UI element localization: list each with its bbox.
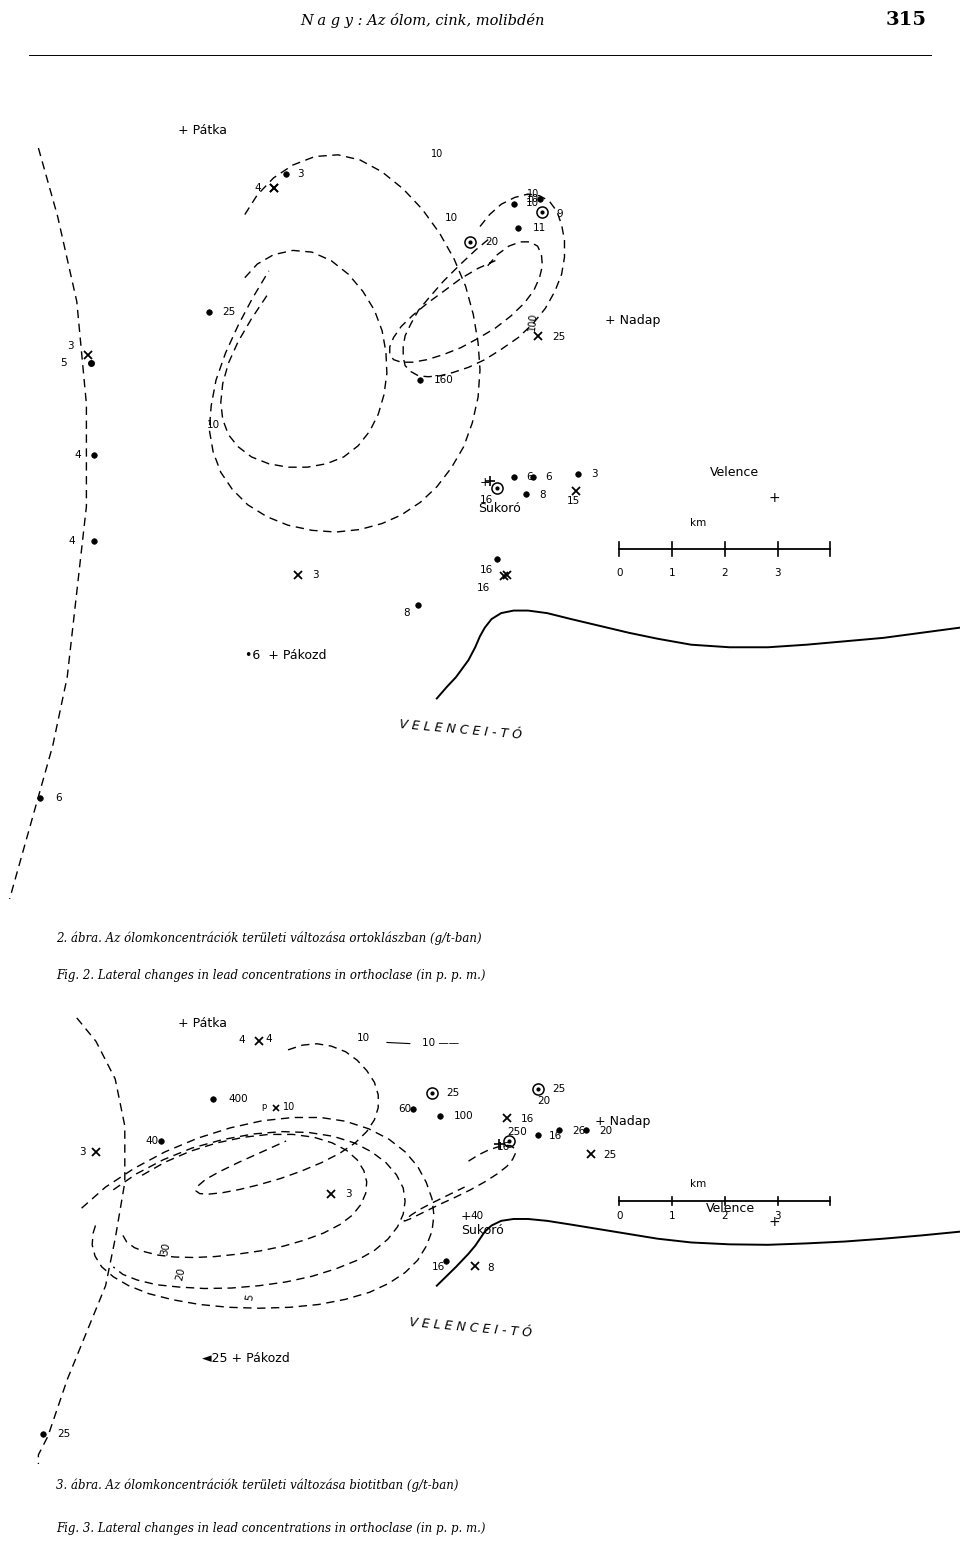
Text: 10: 10 — [356, 1032, 370, 1043]
Text: Fig. 2. Lateral changes in lead concentrations in orthoclase (in p. p. m.): Fig. 2. Lateral changes in lead concentr… — [56, 969, 486, 982]
Text: 25: 25 — [446, 1088, 460, 1098]
Text: + Nadap: + Nadap — [595, 1115, 651, 1128]
Text: 20: 20 — [538, 1096, 551, 1106]
Text: 3: 3 — [298, 169, 304, 179]
Text: 5: 5 — [60, 359, 67, 368]
Text: 100: 100 — [454, 1110, 473, 1121]
Text: 1: 1 — [669, 1212, 675, 1221]
Text: 6: 6 — [56, 794, 62, 803]
Text: 4: 4 — [254, 183, 261, 193]
Text: 4: 4 — [266, 1034, 272, 1045]
Text: 3: 3 — [775, 568, 780, 578]
Text: 20: 20 — [599, 1126, 612, 1135]
Text: 6: 6 — [545, 473, 552, 482]
Text: 16: 16 — [476, 583, 490, 592]
Text: 8: 8 — [403, 608, 410, 619]
Text: +: + — [768, 490, 780, 504]
Text: 10: 10 — [431, 149, 443, 160]
Text: 3: 3 — [591, 468, 598, 479]
Text: 10: 10 — [444, 213, 458, 222]
Text: 9: 9 — [557, 208, 564, 219]
Text: N a g y : Az ólom, cink, molibdén: N a g y : Az ólom, cink, molibdén — [300, 13, 544, 28]
Text: 10: 10 — [526, 194, 540, 204]
Text: Fig. 3. Lateral changes in lead concentrations in orthoclase (in p. p. m.): Fig. 3. Lateral changes in lead concentr… — [56, 1522, 486, 1535]
Text: 315: 315 — [885, 11, 926, 30]
Text: Sukoró: Sukoró — [478, 501, 521, 515]
Text: 10: 10 — [283, 1102, 296, 1112]
Text: 5: 5 — [244, 1294, 255, 1301]
Text: 8: 8 — [488, 1262, 494, 1273]
Text: 250: 250 — [507, 1126, 527, 1137]
Text: p: p — [261, 1102, 267, 1110]
Text: 6: 6 — [526, 473, 533, 482]
Text: 40: 40 — [470, 1211, 484, 1221]
Text: 3. ábra. Az ólomkoncentrációk területi változása biotitban (g/t-ban): 3. ábra. Az ólomkoncentrációk területi v… — [56, 1478, 459, 1492]
Text: 16: 16 — [480, 565, 493, 575]
Text: 0: 0 — [616, 1212, 622, 1221]
Text: km: km — [690, 1179, 707, 1190]
Text: 25: 25 — [552, 332, 565, 343]
Text: 160: 160 — [434, 376, 454, 385]
Text: 25: 25 — [58, 1428, 71, 1439]
Text: 10 ——: 10 —— — [422, 1038, 460, 1048]
Text: 10: 10 — [526, 197, 540, 208]
Text: Sukoró: Sukoró — [461, 1223, 504, 1237]
Text: 25: 25 — [603, 1149, 616, 1160]
Text: 25: 25 — [552, 1084, 565, 1095]
Text: 3: 3 — [346, 1189, 352, 1200]
Text: Velence: Velence — [710, 465, 759, 479]
Text: 16: 16 — [497, 1142, 511, 1153]
Text: 2. ábra. Az ólomkoncentrációk területi változása ortoklászban (g/t-ban): 2. ábra. Az ólomkoncentrációk területi v… — [56, 932, 482, 944]
Text: +: + — [480, 476, 491, 489]
Text: 10: 10 — [527, 189, 539, 199]
Text: ◄25 + Pákozd: ◄25 + Pákozd — [202, 1351, 289, 1366]
Text: •6  + Pákozd: •6 + Pákozd — [245, 650, 326, 662]
Text: +: + — [461, 1209, 471, 1223]
Text: 3: 3 — [79, 1146, 85, 1157]
Text: 11: 11 — [533, 224, 546, 233]
Text: 3: 3 — [312, 570, 319, 579]
Text: 4: 4 — [68, 536, 75, 545]
Text: 16: 16 — [432, 1262, 445, 1272]
Text: 2: 2 — [722, 568, 728, 578]
Text: V E L E N C E I - T Ó: V E L E N C E I - T Ó — [409, 1315, 532, 1340]
Text: 30: 30 — [158, 1242, 172, 1256]
Text: 400: 400 — [228, 1093, 248, 1104]
Text: km: km — [690, 518, 707, 528]
Text: 26: 26 — [572, 1126, 586, 1135]
Text: 16: 16 — [549, 1131, 563, 1142]
Text: 2: 2 — [722, 1212, 728, 1221]
Text: 3: 3 — [67, 341, 74, 351]
Text: 60: 60 — [398, 1104, 412, 1113]
Text: 4: 4 — [238, 1035, 245, 1046]
Text: + Nadap: + Nadap — [605, 313, 660, 327]
Text: V E L E N C E I - T Ó: V E L E N C E I - T Ó — [399, 719, 522, 742]
Text: 0: 0 — [616, 568, 622, 578]
Text: 1: 1 — [669, 568, 675, 578]
Text: 100: 100 — [527, 312, 539, 330]
Text: 8: 8 — [540, 490, 546, 501]
Text: + Pátka: + Pátka — [178, 124, 227, 138]
Text: Velence: Velence — [706, 1201, 755, 1215]
Text: 16: 16 — [480, 495, 493, 504]
Text: 16: 16 — [520, 1115, 534, 1124]
Text: 25: 25 — [223, 307, 236, 316]
Text: +: + — [768, 1215, 780, 1229]
Text: 4: 4 — [75, 451, 82, 460]
Text: 20: 20 — [174, 1267, 187, 1281]
Text: 40: 40 — [146, 1135, 159, 1146]
Text: 20: 20 — [485, 236, 498, 247]
Text: + Pátka: + Pátka — [178, 1016, 227, 1030]
Text: 3: 3 — [775, 1212, 780, 1221]
Text: 15: 15 — [566, 496, 580, 506]
Text: 10: 10 — [206, 420, 220, 431]
